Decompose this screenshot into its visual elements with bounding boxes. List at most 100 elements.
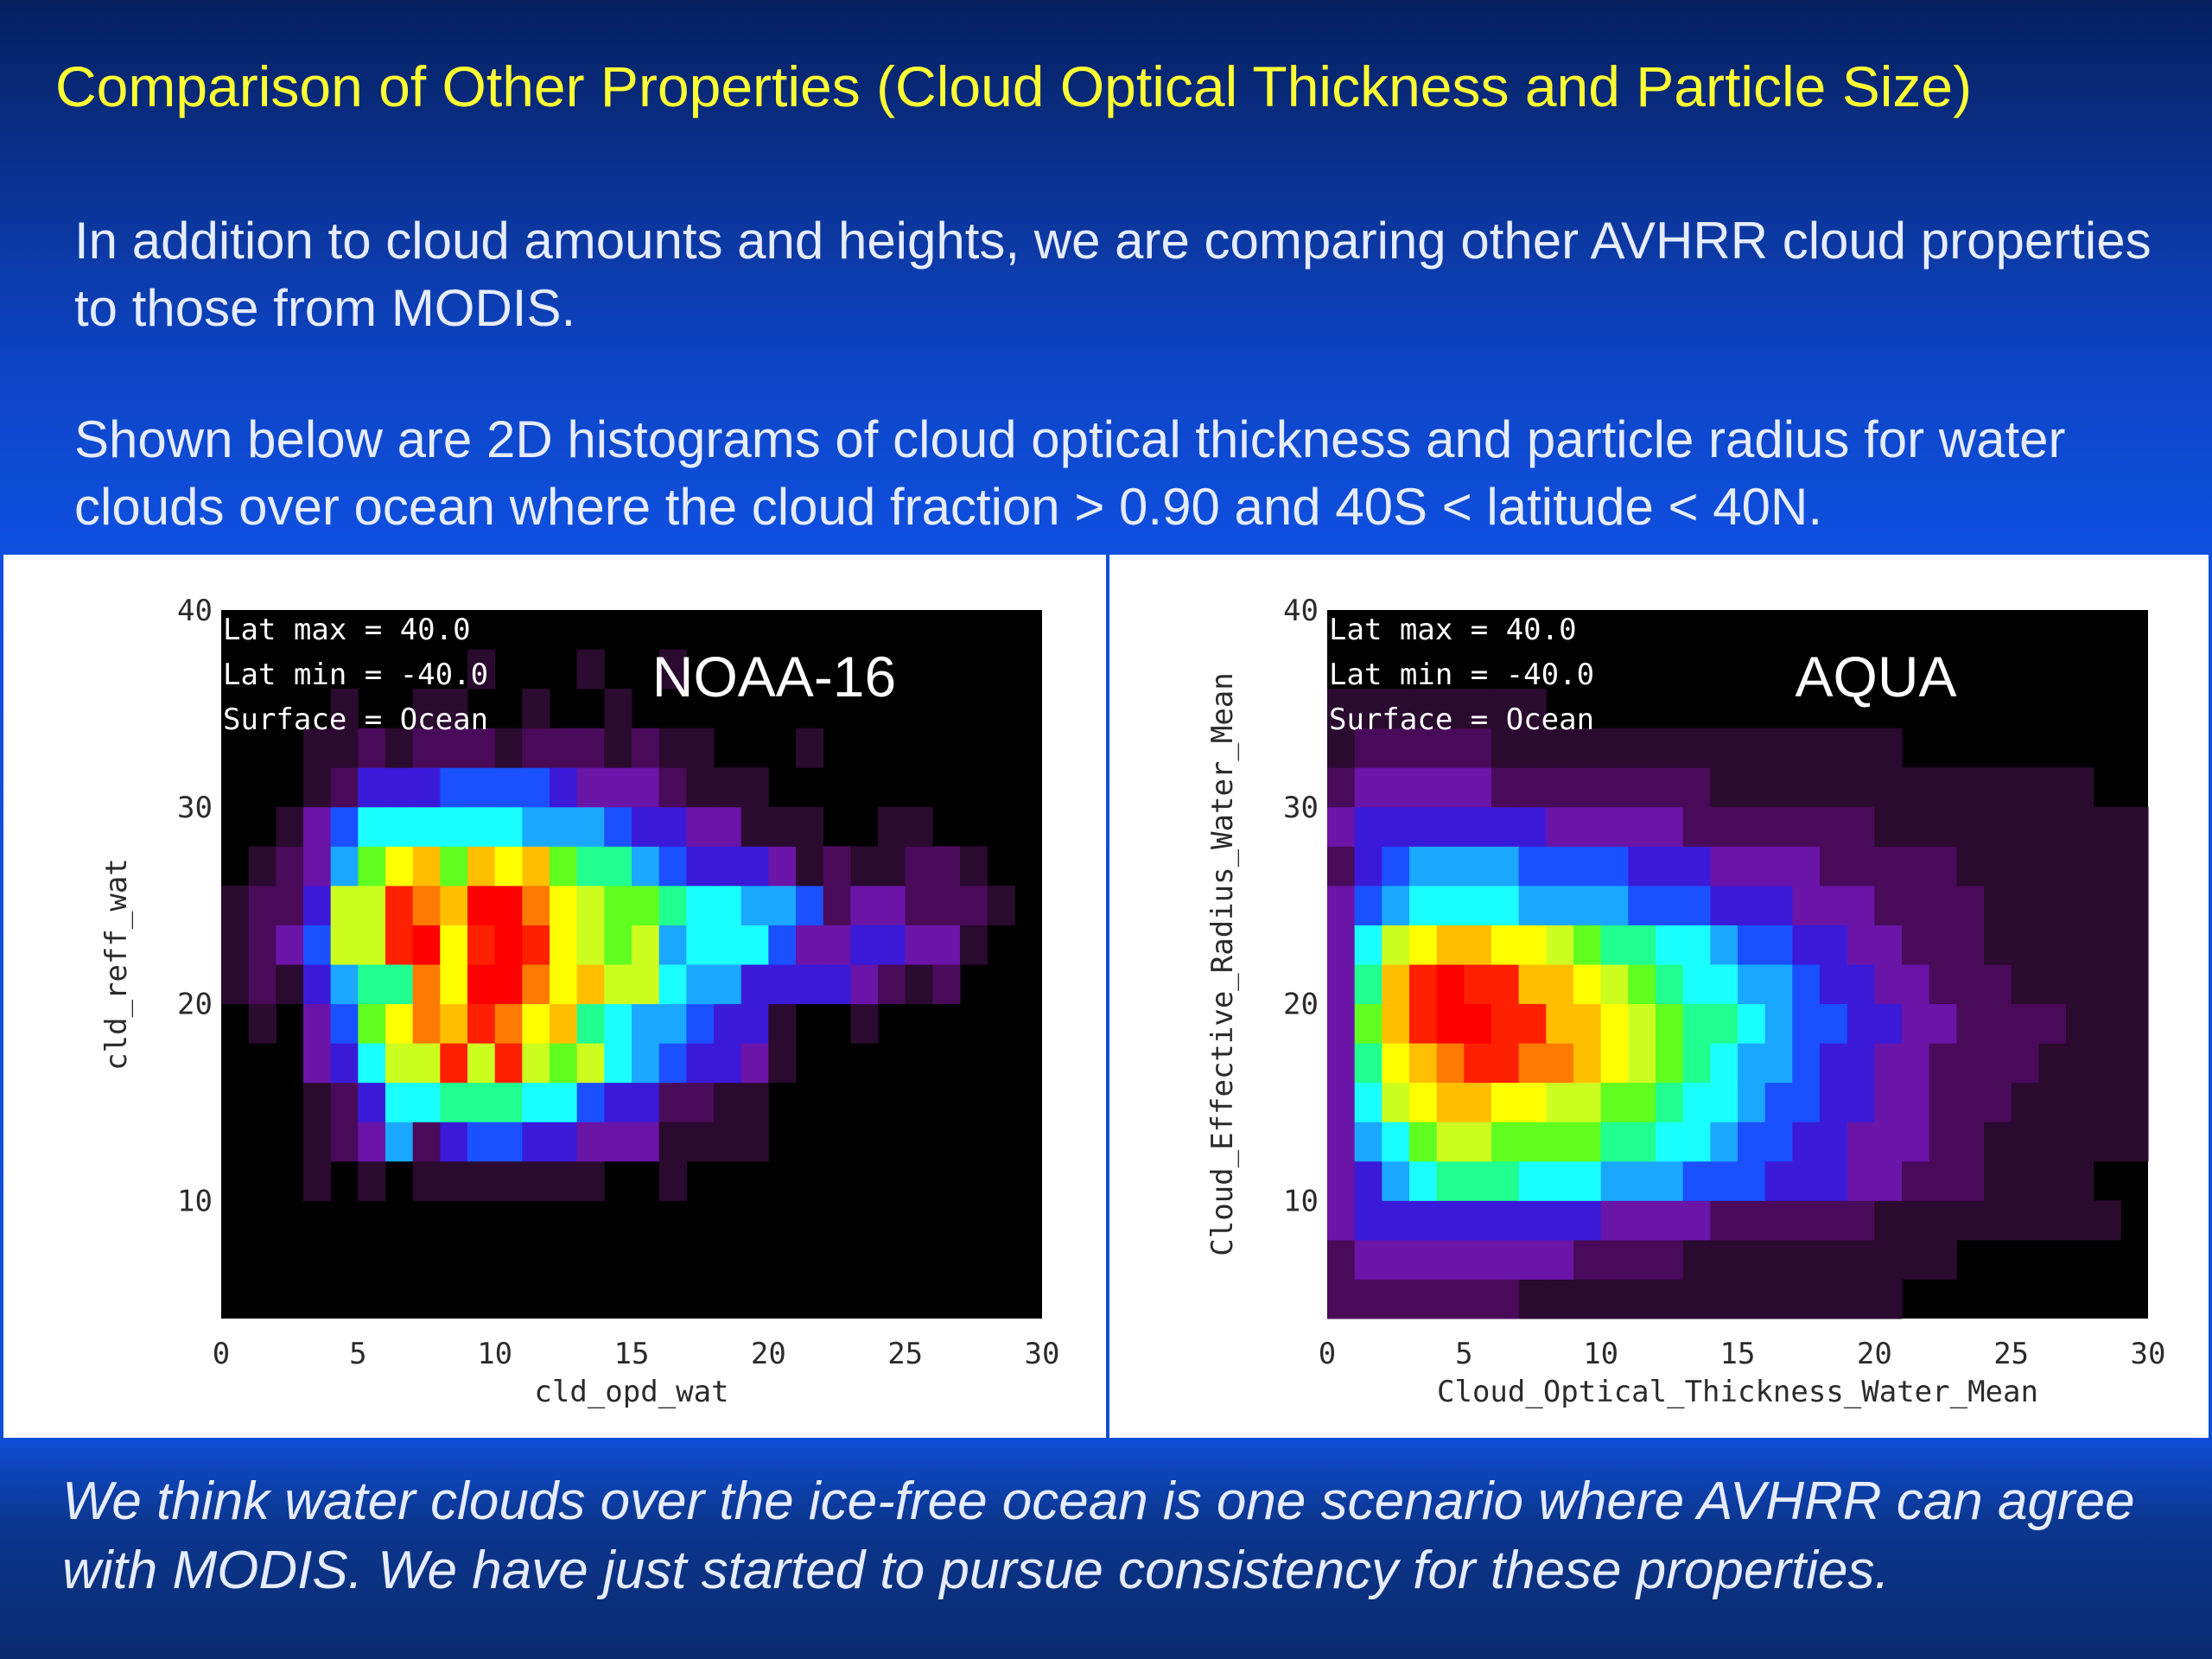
histogram-cell [1902,1003,1930,1044]
histogram-cell [905,846,933,887]
histogram-cell [1382,1003,1410,1044]
histogram-cell [1820,925,1848,965]
histogram-cell [1600,846,1629,887]
histogram-cell [303,885,332,925]
histogram-cell [1573,885,1602,925]
histogram-cell [714,964,742,1005]
histogram-cell [796,964,824,1005]
histogram-cell [1682,846,1711,887]
y-tick-label: 40 [177,594,213,628]
histogram-cell [330,689,359,729]
histogram-cell [1327,885,1356,925]
histogram-cell [1984,1082,2012,1122]
histogram-cell [632,728,660,768]
histogram-cell [385,1082,414,1122]
histogram-cell [1327,1279,1356,1319]
histogram-cell [2066,1043,2094,1084]
histogram-cell [385,1043,414,1084]
histogram-cell [1710,1239,1738,1280]
histogram-cell [1738,1239,1766,1280]
histogram-cell [1573,1082,1602,1122]
histogram-cell [385,885,414,925]
histogram-cell [1764,846,1793,887]
x-tick-label: 30 [1025,1337,1060,1371]
histogram-cell [1847,885,1875,925]
histogram-cell [358,1082,386,1122]
histogram-cell [960,885,988,925]
histogram-cell [658,1003,687,1044]
histogram-cell [1710,767,1738,808]
histogram-cell [850,1003,879,1044]
histogram-cell [1409,1043,1438,1084]
histogram-cell [768,1043,797,1084]
histogram-cell [2066,1003,2094,1044]
histogram-cell [932,885,961,925]
histogram-cell [1600,1003,1629,1044]
histogram-cell [1738,964,1766,1005]
histogram-cell [1518,1279,1547,1319]
histogram-cell [1902,1043,1930,1084]
histogram-cell [358,728,386,768]
histogram-cell [1628,1082,1656,1122]
histogram-cell [2120,885,2149,925]
histogram-cell [2038,925,2067,965]
histogram-cell [2011,1082,2039,1122]
histogram-cell [1600,1200,1629,1241]
histogram-cell [1354,846,1382,887]
histogram-cell [1874,885,1903,925]
histogram-cell [1929,1160,1957,1201]
histogram-cell [330,728,359,768]
histogram-cell [741,846,769,887]
conclusion-text: We think water clouds over the ice-free … [62,1471,2135,1600]
histogram-cell [494,1122,523,1162]
histogram-cell [658,1043,687,1084]
histogram-cell [1956,1043,1985,1084]
histogram-cell [494,846,523,887]
histogram-cell [1628,846,1656,887]
histogram-cell [1792,1122,1821,1162]
histogram-cell [1764,1279,1793,1319]
histogram-cell [1600,885,1629,925]
histogram-cell [2066,885,2094,925]
y-axis-label: Cloud_Effective_Radius_Water_Mean [1205,672,1240,1256]
histogram-cell [1573,964,1602,1005]
histogram-cell [604,1003,632,1044]
histogram-cell [1382,1279,1410,1319]
histogram-cell [2066,846,2094,887]
histogram-cell [1738,1279,1766,1319]
histogram-cell [1820,1279,1848,1319]
histogram-cell [2093,1043,2121,1084]
histogram-cell [1436,885,1465,925]
histogram-cell [522,964,550,1005]
histogram-cell [632,846,660,887]
histogram-cell [1902,1082,1930,1122]
histogram-cell [1327,728,1356,768]
histogram-cell [1436,689,1465,729]
histogram-cell [385,806,414,847]
histogram-cell [1874,1003,1903,1044]
histogram-cell [248,885,276,925]
histogram-cell [1874,1160,1903,1201]
histogram-cell [550,1160,578,1201]
histogram-cell [1929,1239,1957,1280]
histogram-cell [1847,925,1875,965]
histogram-cell [1518,806,1547,847]
histogram-cell [412,689,441,729]
histogram-cell [2066,1200,2094,1241]
histogram-cell [494,885,523,925]
histogram-cell [2011,806,2039,847]
histogram-cell [1600,925,1629,965]
histogram-cell [1956,767,1985,808]
histogram-cell [796,846,824,887]
histogram-cell [1354,1082,1382,1122]
histogram-cell [1929,767,1957,808]
histogram-cell [1436,846,1465,887]
histogram-cell [494,1160,523,1201]
histogram-cell [1546,1082,1574,1122]
histogram-cell [1491,925,1520,965]
histogram-cell [1327,1200,1356,1241]
y-axis-label: cld_reff_wat [99,858,134,1071]
histogram-cell [358,925,386,965]
histogram-cell [1902,767,1930,808]
histogram-cell [1929,1003,1957,1044]
